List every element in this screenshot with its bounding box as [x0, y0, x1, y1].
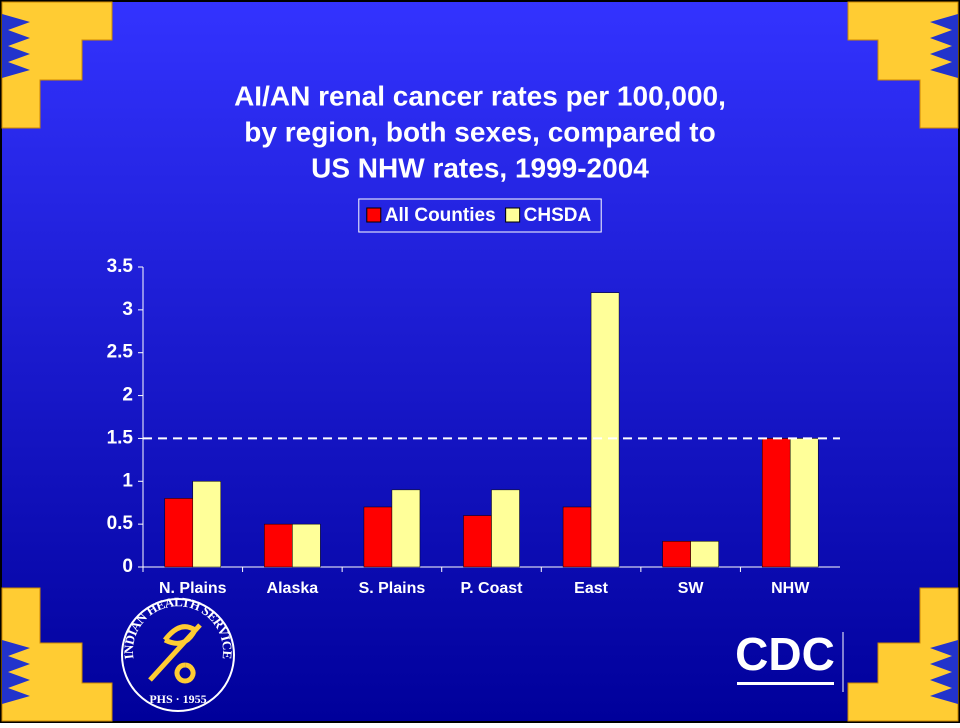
cdc-text: CDC: [735, 628, 835, 680]
bar: [391, 489, 421, 568]
cdc-logo: CDC: [735, 628, 844, 692]
y-tick-label: 0.5: [107, 513, 134, 534]
y-tick-label: 1.5: [107, 427, 134, 448]
bar: [761, 438, 791, 568]
bar: [164, 498, 194, 568]
x-tick-label: NHW: [771, 580, 810, 597]
y-tick-label: 2.5: [107, 342, 134, 363]
bar: [662, 541, 691, 568]
seal-subtext: PHS · 1955: [149, 692, 206, 706]
bar: [264, 523, 293, 568]
bar: [690, 541, 719, 568]
legend-swatch: [366, 207, 382, 223]
bar: [292, 523, 321, 568]
chart-title: AI/AN renal cancer rates per 100,000,: [234, 80, 726, 111]
bar: [363, 506, 393, 568]
x-tick-label: N. Plains: [159, 580, 227, 597]
zigzag: [2, 640, 30, 704]
bar: [463, 515, 492, 568]
corner: [1, 587, 113, 722]
chart-title: US NHW rates, 1999-2004: [311, 152, 649, 183]
bar: [562, 506, 592, 568]
zigzag: [930, 14, 958, 78]
x-tick-label: East: [574, 580, 608, 597]
seal-emblem: [148, 623, 202, 684]
y-tick-label: 3: [122, 299, 133, 320]
legend-box: [358, 198, 602, 233]
bar: [491, 489, 520, 568]
bar: [192, 481, 222, 568]
zigzag: [930, 640, 958, 704]
bar: [789, 438, 819, 568]
x-tick-label: Alaska: [267, 580, 319, 597]
x-tick-label: SW: [678, 580, 705, 597]
y-tick-label: 1: [122, 470, 133, 491]
chart-title: by region, both sexes, compared to: [244, 116, 715, 147]
legend-swatch: [505, 207, 521, 223]
y-tick-label: 0: [122, 556, 133, 577]
corner: [847, 587, 959, 722]
corner: [1, 1, 113, 129]
corner: [847, 1, 959, 129]
zigzag: [2, 14, 30, 78]
seal-ring: [121, 598, 235, 712]
y-tick-label: 2: [122, 385, 133, 406]
x-tick-label: P. Coast: [461, 580, 524, 597]
legend-label: CHSDA: [524, 205, 592, 226]
bar: [590, 292, 620, 568]
cdc-underline: [737, 682, 834, 685]
legend-label: All Counties: [385, 205, 496, 226]
y-tick-label: 3.5: [107, 256, 134, 277]
x-tick-label: S. Plains: [359, 580, 426, 597]
corner-zigzags: [2, 14, 958, 704]
